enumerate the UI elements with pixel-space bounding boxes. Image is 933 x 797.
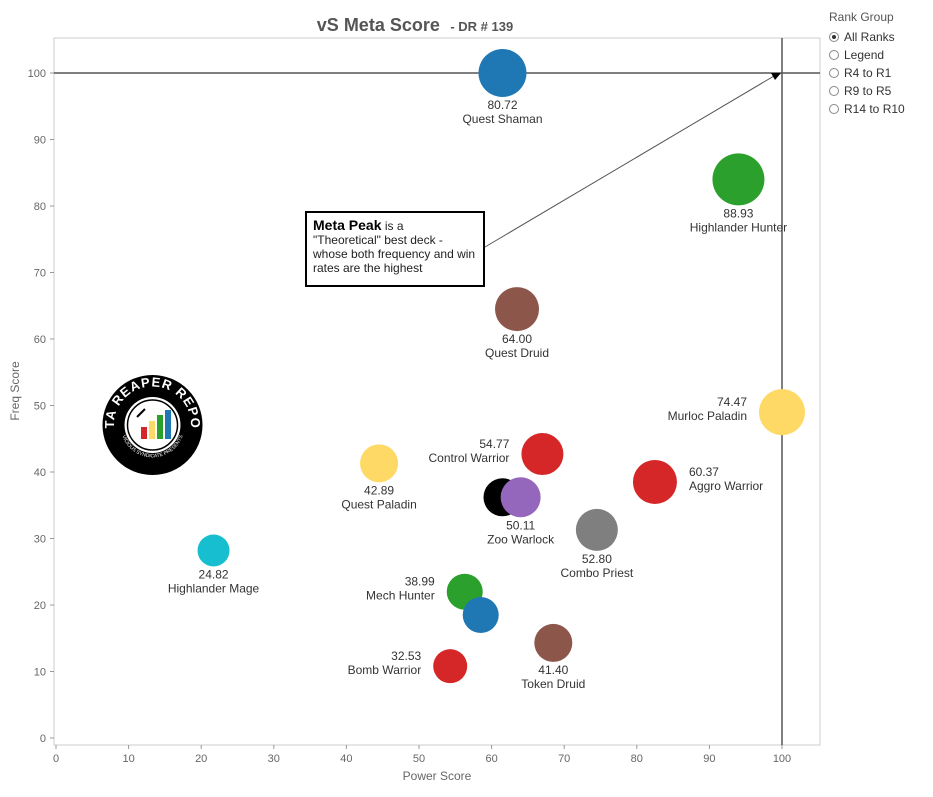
- data-label-name: Quest Shaman: [462, 112, 542, 126]
- chart-title-main: vS Meta Score: [317, 15, 440, 35]
- data-label-score: 60.37: [689, 465, 719, 479]
- data-point: [632, 459, 677, 504]
- legend-option-label: R14 to R10: [844, 102, 905, 116]
- data-label-score: 64.00: [502, 332, 532, 346]
- data-label-name: Bomb Warrior: [348, 663, 422, 677]
- data-point: [759, 389, 805, 436]
- data-label-score: 88.93: [723, 206, 753, 220]
- data-point: [500, 477, 541, 518]
- data-point: [360, 444, 399, 483]
- x-tick-label: 100: [773, 753, 791, 765]
- data-label-score: 50.11: [506, 518, 535, 532]
- data-label-name: Quest Druid: [485, 346, 549, 360]
- data-label-name: Zoo Warlock: [487, 532, 555, 546]
- data-reaper-logo: DATA REAPER REPORT VICIOUS SYNDICATE PRE…: [94, 363, 206, 480]
- chart-title-sub: - DR # 139: [450, 19, 513, 34]
- data-label-name: Highlander Hunter: [690, 220, 787, 234]
- data-point: [575, 508, 618, 551]
- data-label-score: 38.99: [405, 575, 435, 589]
- data-label-name: Murloc Paladin: [668, 409, 747, 423]
- chart-title: vS Meta Score - DR # 139: [317, 15, 513, 35]
- data-label-score: 24.82: [199, 567, 229, 581]
- data-label-score: 74.47: [717, 395, 747, 409]
- radio-button-icon[interactable]: [829, 68, 839, 78]
- x-tick-label: 0: [53, 753, 59, 765]
- y-tick-label: 70: [34, 268, 46, 280]
- legend-option[interactable]: All Ranks: [829, 28, 905, 46]
- data-point: [478, 49, 527, 97]
- data-label-score: 41.40: [538, 663, 568, 677]
- data-point: [462, 596, 499, 633]
- callout-heading: Meta Peak: [313, 217, 382, 233]
- x-axis-title: Power Score: [403, 769, 472, 783]
- legend-option-label: All Ranks: [844, 30, 895, 44]
- callout-body: "Theoretical" best deck - whose both fre…: [313, 233, 476, 275]
- data-label-score: 54.77: [479, 437, 509, 451]
- data-point: [534, 623, 573, 662]
- y-tick-label: 80: [34, 201, 46, 213]
- data-point: [521, 433, 564, 476]
- data-label-name: Highlander Mage: [168, 581, 260, 595]
- y-tick-label: 10: [34, 667, 46, 679]
- legend-option[interactable]: R4 to R1: [829, 64, 905, 82]
- annotation-arrowhead: [771, 73, 781, 80]
- data-label-name: Aggro Warrior: [689, 479, 763, 493]
- y-tick-label: 0: [40, 733, 46, 745]
- x-tick-label: 60: [485, 753, 497, 765]
- legend-option-label: Legend: [844, 48, 885, 62]
- data-label-score: 32.53: [391, 649, 421, 663]
- callout-heading-suffix: is a: [381, 219, 404, 233]
- data-label-score: 52.80: [582, 552, 612, 566]
- logo-badge: DATA REAPER REPORT VICIOUS SYNDICATE PRE…: [94, 363, 203, 475]
- legend-option-label: R9 to R5: [844, 84, 892, 98]
- legend-option[interactable]: Legend: [829, 46, 905, 64]
- data-label-name: Combo Priest: [561, 566, 634, 580]
- y-tick-label: 90: [34, 135, 46, 147]
- data-point: [495, 287, 540, 332]
- x-tick-label: 40: [340, 753, 352, 765]
- data-point: [197, 534, 230, 567]
- x-tick-label: 20: [195, 753, 207, 765]
- data-label-score: 42.89: [364, 483, 394, 497]
- legend-options: All Ranks Legend R4 to R1 R9 to R5 R14 to R1…: [829, 28, 905, 118]
- y-tick-label: 20: [34, 600, 46, 612]
- data-points: [197, 49, 805, 684]
- data-label-name: Token Druid: [521, 677, 585, 691]
- annotation-arrow: [484, 75, 775, 248]
- legend-option-label: R4 to R1: [844, 66, 892, 80]
- y-tick-label: 40: [34, 467, 46, 479]
- axis-ticks: 0 10 20 30 40 50 60 70 80 90 100 0 10 20 30 40 50 60 70 80 9…: [28, 68, 792, 765]
- y-axis-title: Freq Score: [8, 361, 22, 421]
- meta-peak-callout: Meta Peak is a "Theoretical" best deck -…: [305, 211, 485, 287]
- radio-button-icon[interactable]: [829, 86, 839, 96]
- data-label-name: Mech Hunter: [366, 589, 435, 603]
- data-label-name: Control Warrior: [429, 451, 510, 465]
- legend-option[interactable]: R9 to R5: [829, 82, 905, 100]
- x-tick-label: 10: [122, 753, 134, 765]
- plot-area: [53, 37, 821, 746]
- x-tick-label: 50: [413, 753, 425, 765]
- legend-title: Rank Group: [829, 10, 894, 24]
- radio-button-icon[interactable]: [829, 32, 839, 42]
- radio-button-icon[interactable]: [829, 50, 839, 60]
- y-tick-label: 60: [34, 334, 46, 346]
- data-label-score: 80.72: [487, 98, 517, 112]
- legend-option[interactable]: R14 to R10: [829, 100, 905, 118]
- y-tick-label: 100: [28, 68, 46, 80]
- x-tick-label: 70: [558, 753, 570, 765]
- radio-button-icon[interactable]: [829, 104, 839, 114]
- data-point: [433, 649, 468, 684]
- y-tick-label: 50: [34, 401, 46, 413]
- x-tick-label: 30: [268, 753, 280, 765]
- x-tick-label: 90: [703, 753, 715, 765]
- x-tick-label: 80: [631, 753, 643, 765]
- data-point: [712, 153, 765, 206]
- rank-group-legend: Rank Group All Ranks Legend R4 to R1 R9 to …: [829, 10, 905, 118]
- data-label-name: Quest Paladin: [341, 497, 416, 511]
- y-tick-label: 30: [34, 534, 46, 546]
